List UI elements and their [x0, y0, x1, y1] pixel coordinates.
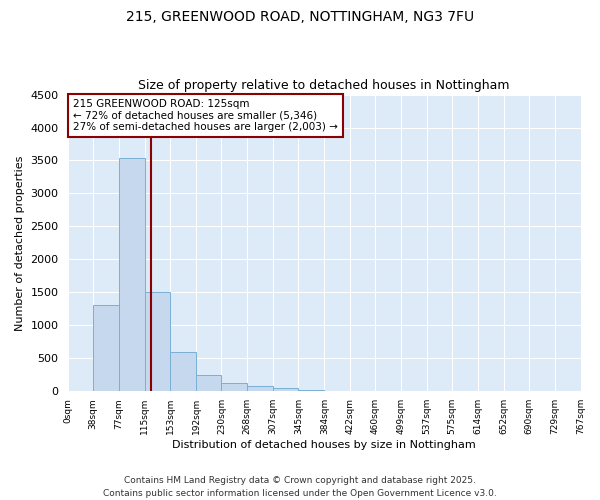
Bar [298, 390, 325, 391]
Text: Contains HM Land Registry data © Crown copyright and database right 2025.
Contai: Contains HM Land Registry data © Crown c… [103, 476, 497, 498]
Bar [196, 376, 221, 391]
Bar [93, 306, 119, 391]
Bar [145, 292, 170, 391]
Bar [247, 386, 273, 391]
Bar [119, 158, 145, 391]
X-axis label: Distribution of detached houses by size in Nottingham: Distribution of detached houses by size … [172, 440, 476, 450]
Title: Size of property relative to detached houses in Nottingham: Size of property relative to detached ho… [139, 79, 510, 92]
Bar [170, 352, 196, 391]
Text: 215, GREENWOOD ROAD, NOTTINGHAM, NG3 7FU: 215, GREENWOOD ROAD, NOTTINGHAM, NG3 7FU [126, 10, 474, 24]
Y-axis label: Number of detached properties: Number of detached properties [15, 155, 25, 330]
Bar [325, 390, 350, 391]
Bar [273, 388, 298, 391]
Text: 215 GREENWOOD ROAD: 125sqm
← 72% of detached houses are smaller (5,346)
27% of s: 215 GREENWOOD ROAD: 125sqm ← 72% of deta… [73, 99, 338, 132]
Bar [221, 383, 247, 391]
